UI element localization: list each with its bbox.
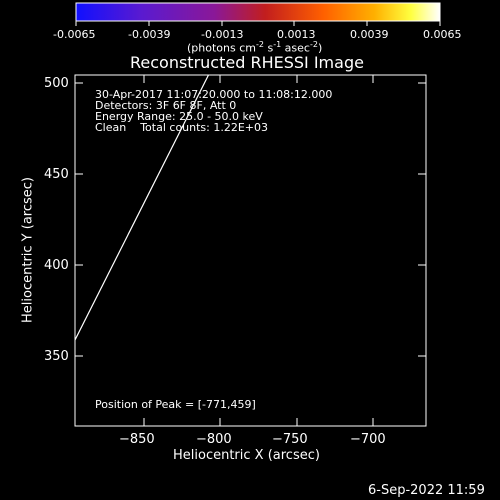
y-tick-label: 400: [44, 258, 69, 273]
info-total-counts: Clean Total counts: 1.22E+03: [95, 121, 269, 134]
colorbar-units: (photons cm-2 s-1 asec-2): [187, 40, 323, 55]
limb-line: [75, 75, 210, 341]
x-tick-label: −700: [350, 432, 386, 447]
colorbar-tick-label: -0.0039: [128, 28, 171, 41]
rhessi-image: [75, 75, 426, 426]
peak-position-label: Position of Peak = [-771,459]: [95, 398, 256, 411]
y-tick-label: 450: [44, 167, 69, 182]
plot-title: Reconstructed RHESSI Image: [130, 53, 364, 72]
y-tick-label: 500: [44, 76, 69, 91]
info-energy-range: Energy Range: 25.0 - 50.0 keV: [95, 110, 263, 123]
colorbar: [75, 2, 441, 22]
x-axis-label: Heliocentric X (arcsec): [173, 448, 320, 463]
x-tick-label: −800: [196, 432, 232, 447]
plot-frame: [74, 74, 427, 427]
colorbar-tick-label: 0.0065: [423, 28, 462, 41]
x-tick-label: −850: [119, 432, 155, 447]
colorbar-tick-label: -0.0065: [53, 28, 96, 41]
colorbar-tick-label: -0.0013: [201, 28, 244, 41]
y-tick-label: 350: [44, 349, 69, 364]
colorbar-tick-label: 0.0013: [277, 28, 316, 41]
footer-timestamp: 6-Sep-2022 11:59: [368, 483, 485, 498]
colorbar-tick-label: 0.0039: [350, 28, 389, 41]
y-axis-label: Heliocentric Y (arcsec): [20, 177, 36, 323]
colorbar-tick-marks: [75, 21, 441, 26]
info-time-range: 30-Apr-2017 11:07:20.000 to 11:08:12.000: [95, 88, 333, 101]
info-detectors: Detectors: 3F 6F 8F, Att 0: [95, 99, 237, 112]
x-tick-label: −750: [272, 432, 308, 447]
axis-ticks: [75, 75, 426, 426]
